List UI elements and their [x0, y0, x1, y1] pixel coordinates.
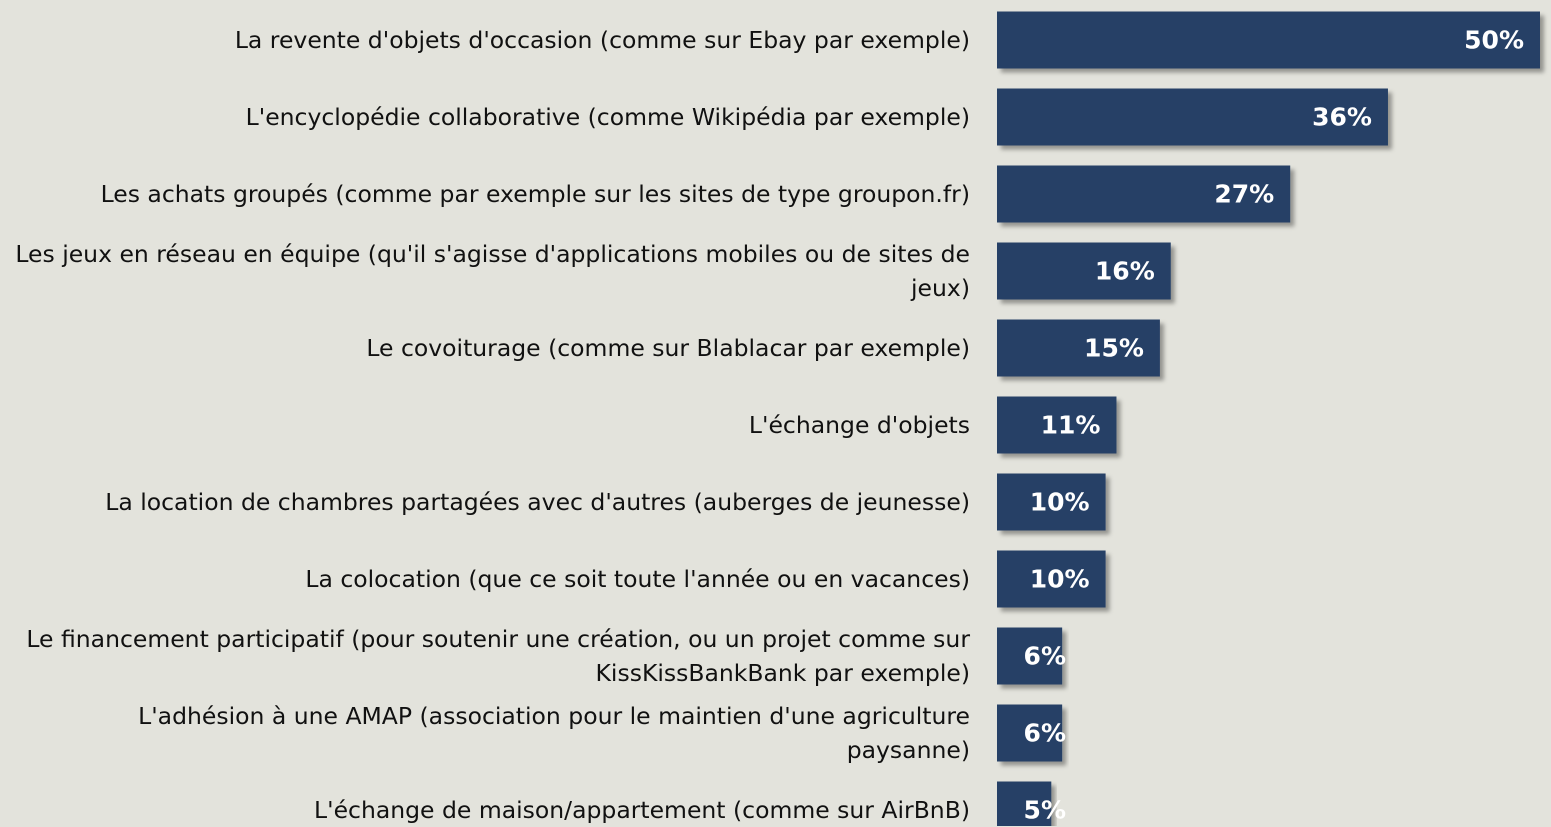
category-label: L'adhésion à une AMAP (association pour … — [138, 702, 970, 764]
category-label: L'échange de maison/appartement (comme s… — [314, 796, 970, 824]
category-label: L'encyclopédie collaborative (comme Wiki… — [245, 103, 970, 131]
category-label: La revente d'objets d'occasion (comme su… — [234, 26, 970, 54]
category-label: La colocation (que ce soit toute l'année… — [305, 565, 970, 593]
bar — [997, 473, 1106, 531]
bar — [997, 165, 1291, 223]
value-label: 6% — [1024, 719, 1066, 748]
bar — [997, 704, 1063, 762]
bar — [997, 627, 1063, 685]
category-label: L'échange d'objets — [748, 411, 970, 439]
category-label: La location de chambres partagées avec d… — [105, 488, 970, 516]
bar — [997, 11, 1540, 69]
bar — [997, 781, 1052, 826]
value-label: 5% — [1024, 796, 1066, 825]
bar — [997, 242, 1171, 300]
value-label: 15% — [1084, 334, 1144, 363]
value-label: 10% — [1030, 565, 1090, 594]
value-label: 27% — [1214, 180, 1274, 209]
category-label: Le financement participatif (pour souten… — [26, 625, 970, 687]
bar — [997, 550, 1106, 608]
value-label: 6% — [1024, 642, 1066, 671]
bar — [997, 88, 1388, 146]
category-label: Le covoiturage (comme sur Blablacar par … — [366, 334, 970, 362]
value-label: 11% — [1041, 411, 1101, 440]
category-label: Les achats groupés (comme par exemple su… — [100, 180, 970, 208]
value-label: 16% — [1095, 257, 1155, 286]
value-label: 50% — [1464, 26, 1524, 55]
bar — [997, 319, 1160, 377]
value-label: 36% — [1312, 103, 1372, 132]
bar — [997, 396, 1117, 454]
value-label: 10% — [1030, 488, 1090, 517]
category-label: Les jeux en réseau en équipe (qu'il s'ag… — [15, 240, 970, 302]
